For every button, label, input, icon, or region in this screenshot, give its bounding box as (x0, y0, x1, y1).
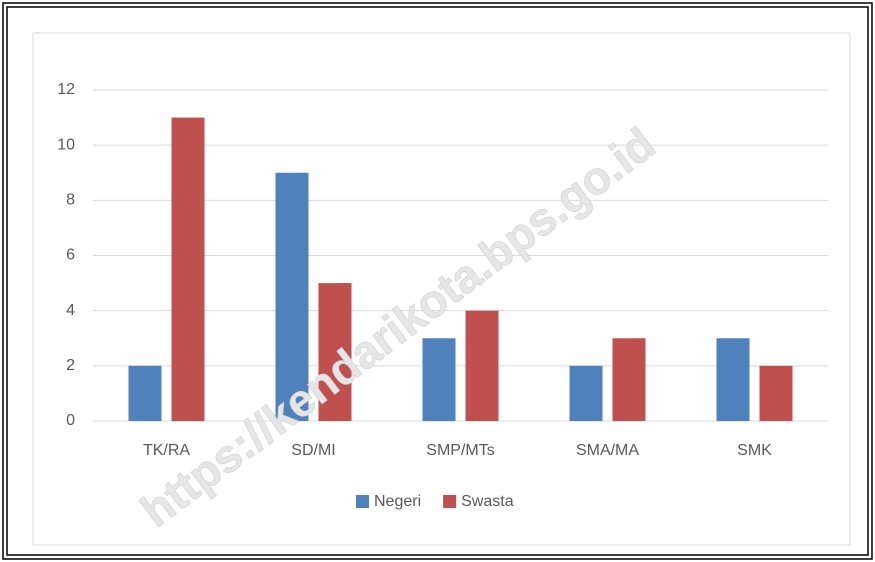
y-tick-label: 2 (66, 357, 75, 374)
bars (128, 117, 793, 421)
y-tick-label: 8 (66, 192, 75, 209)
bar (612, 338, 646, 421)
x-tick-label: SMP/MTs (426, 442, 494, 459)
bar (171, 117, 205, 421)
inner-frame (6, 6, 869, 556)
legend: Negeri Swasta (356, 493, 514, 510)
bar (318, 283, 352, 421)
legend-label: Negeri (374, 493, 421, 510)
legend-swatch (443, 495, 457, 508)
y-tick-label: 0 (66, 412, 75, 429)
chart-area (32, 32, 851, 546)
x-tick-label: SMK (737, 442, 772, 459)
legend-label: Swasta (461, 493, 514, 510)
x-tick-label: TK/RA (143, 442, 190, 459)
bar (569, 365, 603, 421)
legend-swatch (356, 495, 369, 508)
labels: 0 2 4 6 8 10 12 TK/RA SD/MI SMP/MTs SMA/MA SMK (57, 81, 772, 459)
bar (716, 338, 750, 421)
bar (759, 365, 793, 421)
x-tick-label: SMA/MA (576, 442, 639, 459)
grid (93, 89, 828, 422)
y-tick-label: 12 (57, 81, 75, 98)
y-tick-label: 6 (66, 247, 75, 264)
x-tick-label: SD/MI (291, 442, 335, 459)
bar (422, 338, 456, 421)
bar (465, 310, 499, 421)
bar (275, 172, 309, 421)
y-tick-label: 10 (57, 136, 75, 153)
bar (128, 365, 162, 421)
y-tick-label: 4 (66, 302, 75, 319)
